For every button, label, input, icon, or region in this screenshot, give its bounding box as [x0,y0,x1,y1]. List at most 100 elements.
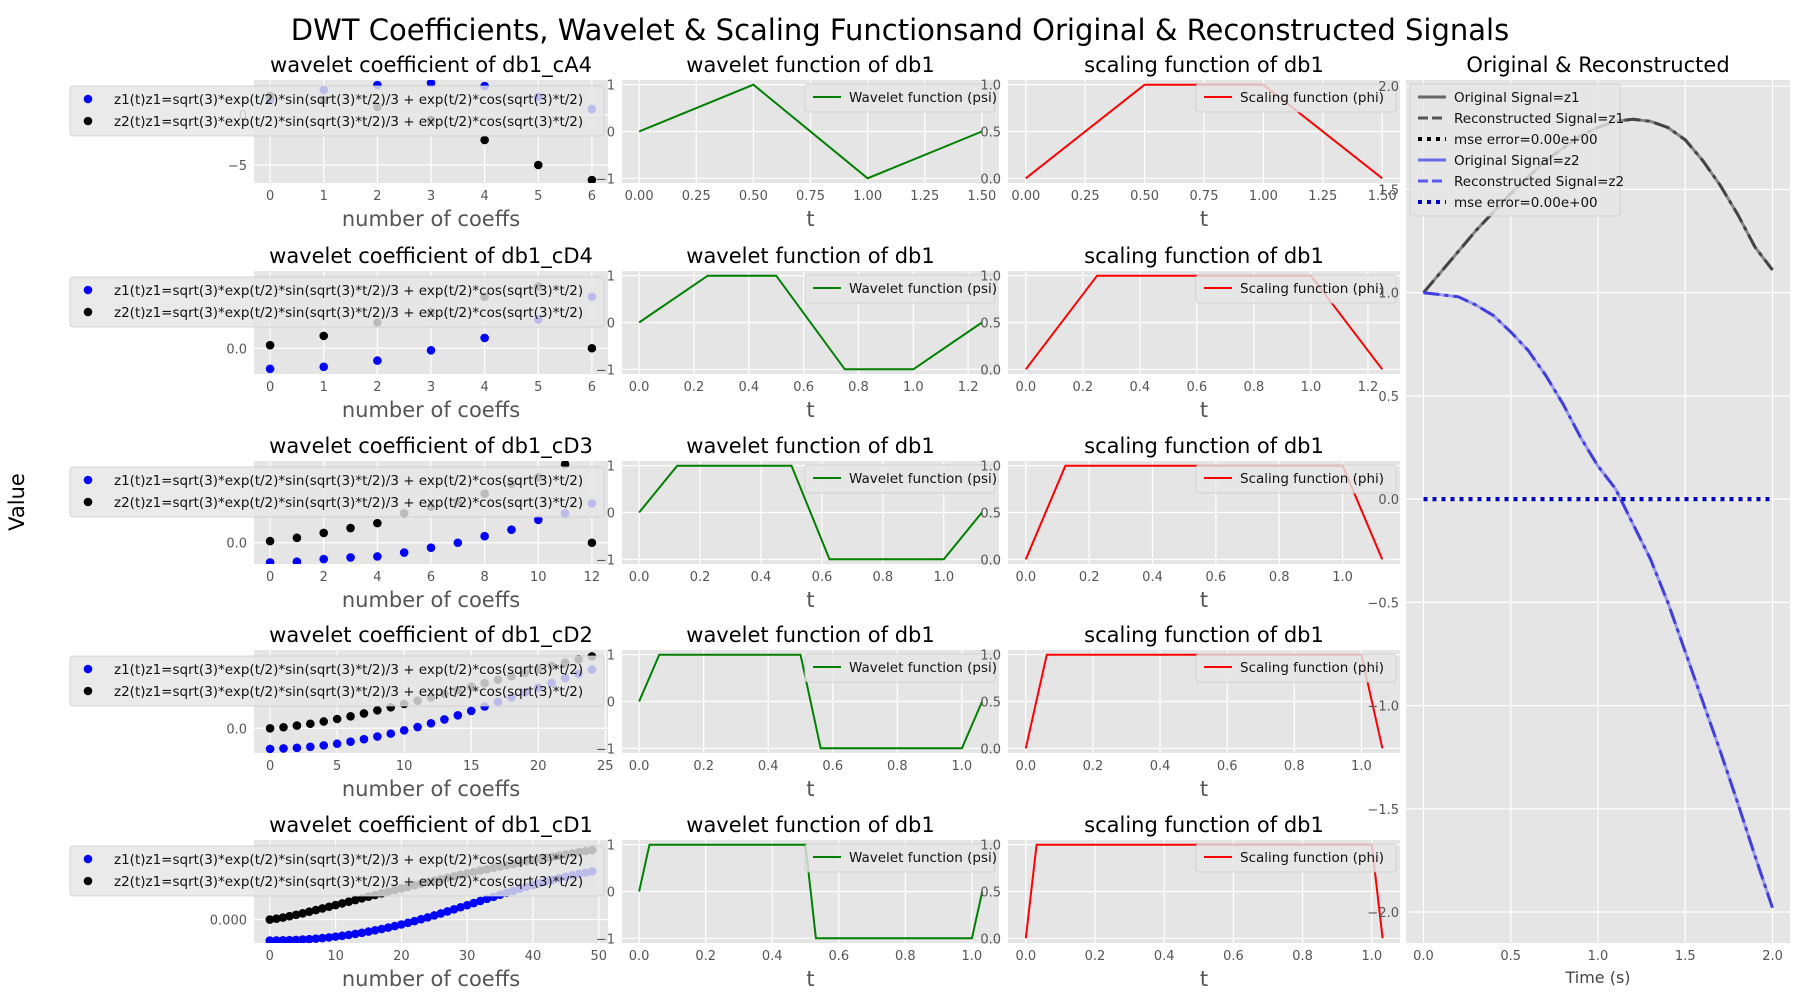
y-tick-label: −5 [228,159,247,174]
x-tick-label: 1.0 [1588,949,1609,964]
y-tick-label: 0.0 [1378,493,1399,508]
y-tick-label: 0.000 [210,914,247,929]
y-tick-label: 0 [607,886,615,901]
panel-wav-4: 0.0 0.2 0.4 0.6 0.8 1.0 −1 0 1 wavelet function o… [596,623,999,801]
legend-label: mse error=0.00e+00 [1454,132,1598,148]
scatter-point [373,732,382,741]
scatter-point [482,894,492,904]
scatter-point [331,900,340,910]
scatter-point [291,910,301,920]
x-tick-label: 0.0 [1015,380,1036,395]
legend-marker [83,664,93,674]
panel-title: Original & Reconstructed [1466,53,1729,77]
scatter-point [298,935,307,943]
scatter-point [304,934,314,943]
scatter-point [440,715,449,724]
x-tick-label: 0.0 [1015,949,1036,964]
y-tick-label: 0 [607,126,615,141]
legend-box [1195,843,1397,873]
scatter-point [332,739,342,749]
scatter-point [373,518,382,528]
panel-wav-2: 0.0 0.2 0.4 0.6 0.8 1.0 1.2 −1 0 1 wavelet functio… [596,244,999,422]
x-tick-label: 5 [534,380,542,395]
data-layer [638,653,984,750]
scatter-point [272,914,281,924]
legend: z1(t)z1=sqrt(3)*exp(t/2)*sin(sqrt(3)*t/2… [69,466,605,518]
legend: Original Signal=z1 Reconstructed Signal=z… [1409,83,1624,217]
scatter-point [311,905,321,915]
scatter-point [319,528,329,538]
series-line [638,653,984,750]
panel-title: scaling function of db1 [1084,623,1324,647]
scatter-point [265,340,275,350]
panel-title: scaling function of db1 [1084,813,1324,837]
scatter-point [377,924,386,934]
scatter-point [453,538,463,548]
legend-marker [83,285,93,295]
legend-label: Wavelet function (psi) [849,660,997,676]
legend: Scaling function (phi) [1195,464,1397,494]
x-axis-label: t [806,777,814,801]
x-tick-label: 1.0 [1301,380,1322,395]
x-tick-label: 0.4 [751,570,772,585]
scatter-point [413,722,422,732]
panel-title: scaling function of db1 [1084,244,1324,268]
x-tick-label: 0.6 [1187,380,1208,395]
x-tick-label: 0.6 [812,570,833,585]
x-tick-label: 0.50 [1130,189,1159,204]
x-tick-label: 0 [266,570,274,585]
scatter-point [357,928,367,938]
scatter-point [416,914,426,924]
panel-title: wavelet function of db1 [686,244,934,268]
scatter-point [533,515,543,525]
y-tick-label: 1 [607,79,615,94]
x-tick-label: 6 [588,189,596,204]
y-tick-label: 1 [607,270,615,285]
panel-sca-3: 0.0 0.2 0.4 0.6 0.8 1.0 0.0 0.5 1.0 scaling funct… [980,434,1400,612]
x-tick-label: 0.4 [1154,949,1175,964]
scatter-point [304,907,314,916]
scatter-point [265,723,275,733]
legend-label: Scaling function (phi) [1240,471,1384,487]
panel-title: scaling function of db1 [1084,53,1324,77]
x-tick-label: 0.2 [695,949,716,964]
panel-recon: 0.0 0.5 1.0 1.5 2.0 −2.0 −1.5 −1.0 −0.5 0.0 0.5 1.0… [1367,53,1790,987]
scatter-point [346,523,355,533]
figure-title: DWT Coefficients, Wavelet & Scaling Func… [291,13,1509,47]
x-axis-label: t [806,207,814,231]
x-tick-label: 25 [597,759,614,774]
legend-label: Wavelet function (psi) [849,281,997,297]
scatter-point [469,898,479,908]
series-line [638,274,983,371]
panel-title: wavelet coefficient of db1_cD4 [269,244,593,269]
x-tick-label: 0.5 [1500,949,1521,964]
x-tick-label: 20 [393,949,410,964]
scatter-point [318,904,327,913]
x-tick-label: 10 [327,949,344,964]
scatter-point [344,897,354,907]
legend-label: Wavelet function (psi) [849,90,997,106]
x-tick-label: 0.75 [796,189,825,204]
x-tick-label: 0.0 [629,759,650,774]
legend-label: Reconstructed Signal=z2 [1454,174,1624,190]
legend-label: Scaling function (phi) [1240,281,1384,297]
y-tick-label: 1.0 [980,79,1001,94]
scatter-point [426,346,436,355]
x-tick-label: 2 [373,380,381,395]
x-tick-label: 0.8 [887,759,908,774]
scatter-point [397,920,406,929]
figure-ylabel: Value [5,473,29,531]
legend-label: Scaling function (phi) [1240,90,1384,106]
legend-label: z2(t)z1=sqrt(3)*exp(t/2)*sin(sqrt(3)*t/2… [114,495,583,511]
y-tick-label: 0.5 [980,317,1001,332]
x-tick-label: 0 [266,189,274,204]
legend-marker [83,876,93,886]
legend-label: mse error=0.00e+00 [1454,195,1598,211]
scatter-point [285,911,294,921]
scatter-point [292,721,302,730]
x-tick-label: 4 [373,570,381,585]
x-tick-label: 0.6 [828,949,849,964]
panel-title: wavelet coefficient of db1_cD1 [269,813,593,838]
scatter-point [364,927,373,936]
legend-box [804,83,996,113]
